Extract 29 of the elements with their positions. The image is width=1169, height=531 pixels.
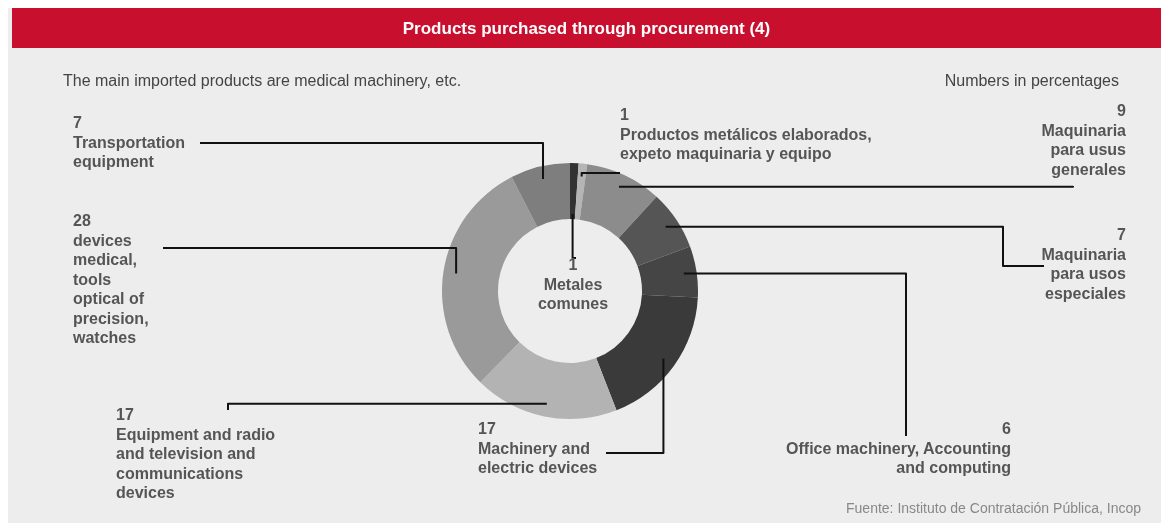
slice-label: devices medical, tools optical of precision, watches	[72, 231, 149, 346]
donut-slice	[442, 177, 538, 383]
chart-subtitle: The main imported products are medical machinery, etc.	[63, 72, 462, 89]
data-label: 9	[1117, 102, 1127, 119]
donut-slice	[570, 163, 579, 220]
slice-label: Productos metálicos elaborados, expeto maquinaria y equipo	[620, 125, 872, 162]
chart-title: Products purchased through procurement (4)	[402, 19, 771, 38]
slice-label: Transportation equipment	[73, 133, 186, 170]
donut-slice	[579, 164, 657, 238]
data-label: 1	[568, 256, 578, 273]
data-label: 17	[478, 420, 496, 437]
donut-slice	[511, 163, 570, 227]
donut-slice	[618, 196, 691, 266]
slice-label: Maquinaria para usos especiales	[1041, 245, 1127, 302]
source-note: Fuente: Instituto de Contratación Pública, Incop	[846, 500, 1142, 516]
data-label: 1	[620, 106, 629, 123]
donut-slice	[574, 163, 588, 220]
data-label: 7	[1117, 226, 1127, 243]
slice-label: Machinery and electric devices	[478, 439, 598, 476]
text: Numbers in percentages	[944, 72, 1119, 89]
slice-label: Office machinery, Accounting and computing	[786, 439, 1011, 476]
data-label: 28	[73, 212, 91, 229]
slice-label: Maquinaria para usus generales	[1041, 121, 1127, 178]
donut-slice	[480, 342, 617, 419]
data-label: 6	[1002, 420, 1012, 437]
slice-label: Equipment and radio and television and communications devices	[116, 425, 276, 501]
data-label: 7	[73, 114, 82, 131]
slice-label: Metales comunes	[537, 275, 609, 312]
data-label: 17	[116, 406, 134, 423]
